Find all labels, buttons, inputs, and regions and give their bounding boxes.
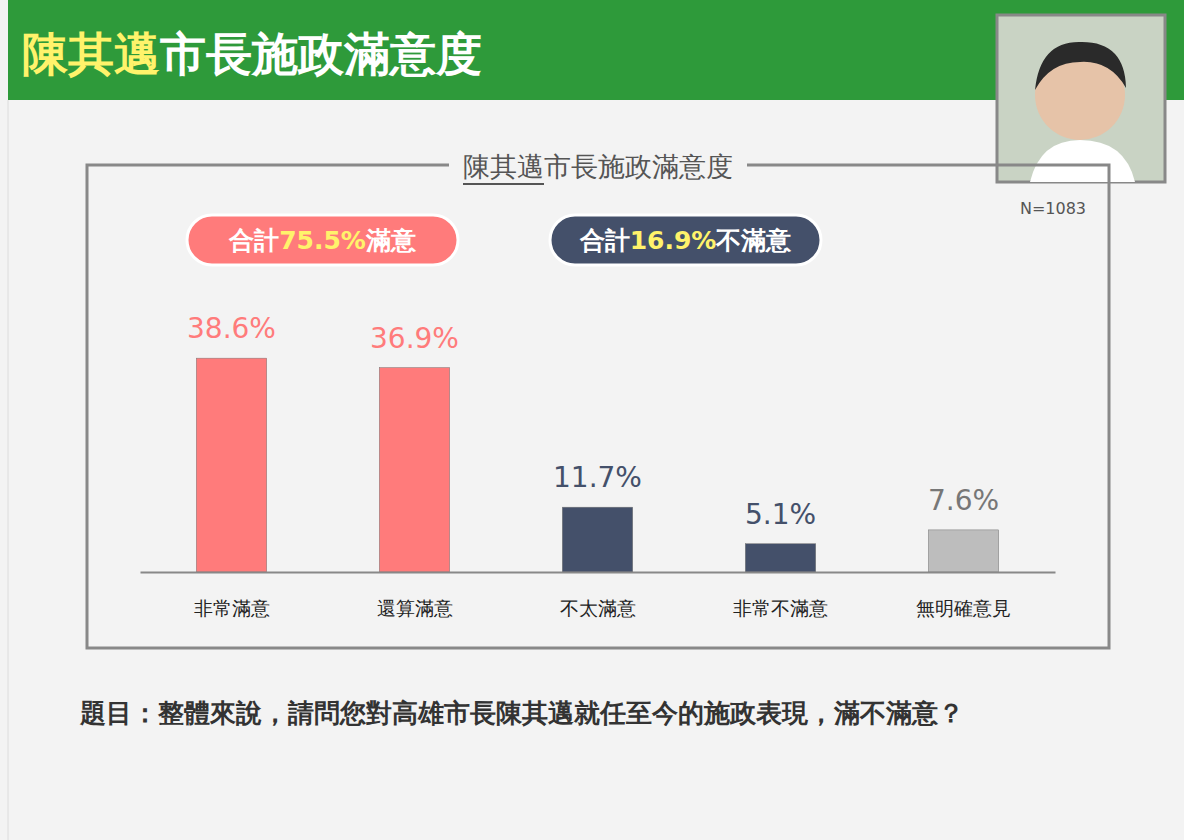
x-tick: 非常不滿意	[733, 572, 828, 619]
x-tick-label: 還算滿意	[377, 597, 453, 619]
x-tick-label: 不太滿意	[560, 597, 636, 619]
bar	[196, 358, 266, 572]
photo-frame	[997, 15, 1165, 182]
summary-text: 合計75.5%滿意	[228, 226, 417, 255]
summary-part: 不滿意	[715, 226, 792, 255]
bars	[196, 358, 998, 572]
question: 題目：整體來說，請問您對高雄市長陳其邁就任至今的施政表現，滿不滿意？	[79, 698, 964, 728]
chart-title-bg	[449, 151, 747, 182]
left-edge	[8, 100, 9, 840]
summary-pill-bg	[187, 215, 458, 265]
data-label: 5.1%	[745, 498, 816, 531]
x-tick: 非常滿意	[194, 572, 270, 619]
x-axis-line	[141, 572, 1056, 574]
x-tick-label: 非常滿意	[194, 597, 270, 619]
bar	[379, 368, 449, 572]
header-title-text: 市長施政滿意度	[160, 27, 482, 81]
bar	[928, 530, 998, 572]
summary-text: 合計16.9%不滿意	[579, 226, 793, 255]
summary-pill: 合計16.9%不滿意	[550, 215, 821, 265]
data-label: 38.6%	[187, 312, 276, 345]
sample-note: N=1083	[1020, 199, 1086, 218]
x-axis: 非常滿意 還算滿意 不太滿意 非常不滿意 無明確意見	[141, 572, 1056, 619]
header-title: 陳其邁市長施政滿意度	[22, 27, 482, 81]
data-label: 36.9%	[370, 322, 459, 355]
photo	[997, 15, 1165, 182]
summary-part: 滿意	[365, 226, 417, 255]
bar	[562, 507, 632, 572]
photo-hair	[1035, 42, 1126, 90]
summary-part: 合計	[228, 226, 279, 255]
photo-shirt	[1030, 140, 1135, 182]
x-tick: 不太滿意	[560, 572, 636, 619]
x-tick: 無明確意見	[916, 572, 1011, 619]
header-title-highlight: 陳其邁	[22, 27, 160, 81]
chart-frame	[87, 165, 1109, 648]
summary-part: 16.9%	[630, 226, 717, 255]
summary-pill-bg	[550, 215, 821, 265]
bar	[745, 544, 815, 572]
data-label: 11.7%	[553, 461, 642, 494]
summary-part: 75.5%	[279, 226, 366, 255]
data-label: 7.6%	[928, 484, 999, 517]
chart-title-underline	[463, 183, 544, 185]
x-tick-label: 非常不滿意	[733, 597, 828, 619]
summary-part: 合計	[579, 226, 630, 255]
page: 陳其邁市長施政滿意度陳其邁市長施政滿意度N=1083合計75.5%滿意合計16.…	[0, 0, 1184, 840]
background	[0, 0, 1184, 840]
summary-pill: 合計75.5%滿意	[187, 215, 458, 265]
data-labels: 38.6% 36.9% 11.7% 5.1% 7.6%	[187, 312, 999, 531]
x-tick: 還算滿意	[377, 572, 453, 619]
chart-title: 陳其邁市長施政滿意度	[463, 151, 733, 182]
x-tick-label: 無明確意見	[916, 597, 1011, 619]
